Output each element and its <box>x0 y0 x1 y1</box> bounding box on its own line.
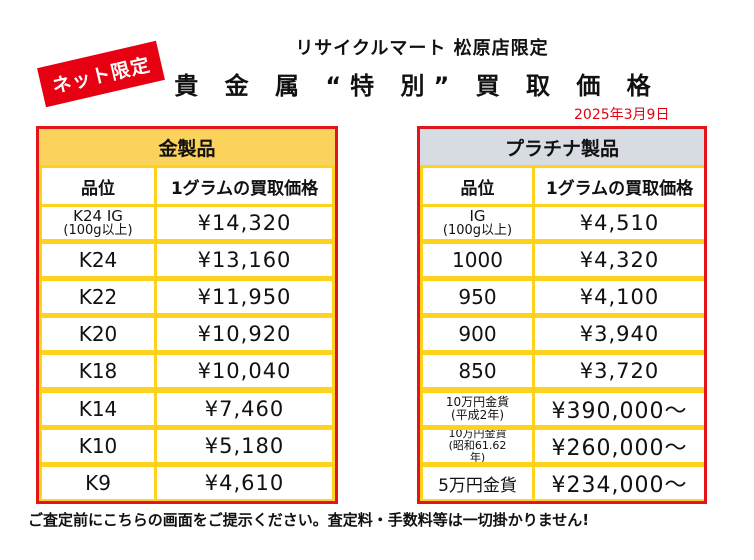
gold-row-price: ¥5,180 <box>157 430 332 462</box>
gold-row-price: ¥10,040 <box>157 355 332 387</box>
gold-row-grade: K18 <box>42 355 154 387</box>
gold-row-price: ¥7,460 <box>157 393 332 425</box>
gold-row-price: ¥13,160 <box>157 244 332 276</box>
platinum-row-price: ¥3,940 <box>535 318 704 350</box>
gold-col-grade-header: 品位 <box>42 168 154 204</box>
gold-row-grade: K9 <box>42 467 154 499</box>
gold-col-price-header: 1グラムの買取価格 <box>157 168 332 204</box>
platinum-row-grade-line1: 10万円金貨 <box>448 430 507 440</box>
platinum-price-table: プラチナ製品 品位 1グラムの買取価格 IG (100g以上) ¥4,510 1… <box>417 126 707 504</box>
platinum-row-price: ¥4,100 <box>535 281 704 313</box>
gold-row-grade: K10 <box>42 430 154 462</box>
platinum-row-price: ¥4,510 <box>535 207 704 239</box>
platinum-row-price: ¥390,000〜 <box>535 393 704 425</box>
platinum-col-price-header: 1グラムの買取価格 <box>535 168 704 204</box>
platinum-row-grade: 850 <box>423 355 532 387</box>
gold-table-header: 金製品 <box>39 129 335 165</box>
platinum-row-price: ¥3,720 <box>535 355 704 387</box>
gold-row-grade: K14 <box>42 393 154 425</box>
store-line: リサイクルマート 松原店限定 <box>295 38 549 59</box>
platinum-row-price: ¥4,320 <box>535 244 704 276</box>
gold-row-grade: K22 <box>42 281 154 313</box>
platinum-row-grade-line2: (平成2年) <box>451 408 504 422</box>
platinum-row-grade-line1: 10万円金貨 <box>445 395 510 409</box>
gold-price-table: 金製品 品位 1グラムの買取価格 K24 IG (100g以上) ¥14,320… <box>36 126 338 504</box>
platinum-row-grade-line2: (昭和61.62 <box>448 439 507 452</box>
platinum-row-grade-line3: 年) <box>469 451 486 463</box>
gold-row-price: ¥14,320 <box>157 207 332 239</box>
platinum-col-grade-header: 品位 <box>423 168 532 204</box>
platinum-row-grade: IG (100g以上) <box>423 207 532 239</box>
gold-row-grade-line2: (100g以上) <box>63 222 133 238</box>
platinum-row-grade: 5万円金貨 <box>423 467 532 499</box>
platinum-table-header: プラチナ製品 <box>420 129 704 165</box>
platinum-row-price: ¥234,000〜 <box>535 467 704 499</box>
platinum-row-grade-line2: (100g以上) <box>442 222 513 238</box>
gold-row-grade: K24 <box>42 244 154 276</box>
platinum-row-grade: 10万円金貨 (平成2年) <box>423 393 532 425</box>
footer-note: ご査定前にこちらの画面をご提示ください。査定料・手数料等は一切掛かりません! <box>28 511 590 529</box>
platinum-row-price: ¥260,000〜 <box>535 430 704 462</box>
gold-row-grade: K24 IG (100g以上) <box>42 207 154 239</box>
gold-row-grade-line1: K24 IG <box>73 206 123 225</box>
page-title: 貴 金 属 “特 別” 買 取 価 格 <box>174 72 660 100</box>
platinum-row-grade: 10万円金貨 (昭和61.62 年) <box>423 430 532 462</box>
gold-row-price: ¥4,610 <box>157 467 332 499</box>
platinum-row-grade: 950 <box>423 281 532 313</box>
date-label: 2025年3月9日 <box>574 107 670 123</box>
platinum-row-grade: 1000 <box>423 244 532 276</box>
gold-row-price: ¥11,950 <box>157 281 332 313</box>
platinum-row-grade: 900 <box>423 318 532 350</box>
gold-row-grade: K20 <box>42 318 154 350</box>
platinum-row-grade-line1: IG <box>469 206 486 225</box>
gold-row-price: ¥10,920 <box>157 318 332 350</box>
